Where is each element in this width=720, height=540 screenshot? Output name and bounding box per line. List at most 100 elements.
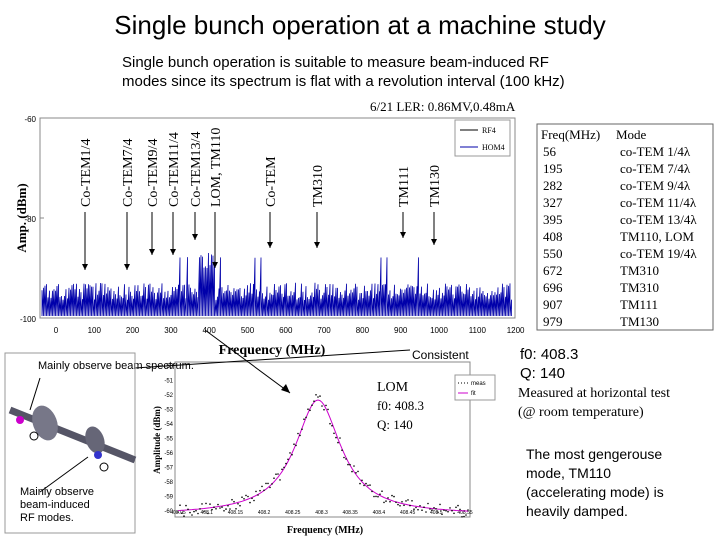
x-tick-label: 200 — [126, 326, 140, 335]
inset-x-tick: 408.15 — [228, 510, 244, 516]
x-tick-label: 1000 — [430, 326, 448, 335]
inset-y-tick: -59 — [164, 495, 173, 501]
table-cell: TM110, LOM — [620, 229, 694, 244]
right-notes: f0: 408.3 Q: 140 Measured at horizontal te… — [518, 346, 670, 519]
table-cell: co-TEM 19/4λ — [620, 246, 697, 261]
y-label: Amp. (dBm) — [14, 183, 29, 252]
inset-note: Q: 140 — [377, 417, 413, 432]
inset-y-tick: -60 — [164, 509, 173, 515]
mode-arrowhead — [170, 249, 176, 255]
right-note: (@ room temperature) — [518, 405, 644, 420]
inset-x-tick: 408.35 — [343, 510, 359, 516]
x-tick-label: 1200 — [507, 326, 525, 335]
mode-arrowhead — [314, 242, 320, 248]
table-cell: co-TEM 7/4λ — [620, 161, 691, 176]
mode-arrowhead — [124, 264, 130, 270]
spectrum-title: 6/21 LER: 0.86MV,0.48mA — [370, 99, 516, 114]
table-cell: TM310 — [620, 263, 659, 278]
left-note: Mainly observe beam spectrum. — [38, 360, 194, 372]
inset-legend-box — [454, 374, 496, 401]
table-cell: TM310 — [620, 280, 659, 295]
mode-label: Co-TEM9/4 — [146, 139, 161, 207]
mode-arrowhead — [212, 262, 218, 268]
mode-arrowhead — [400, 232, 406, 238]
y-tick-label: -80 — [24, 215, 36, 224]
table-header: Mode — [616, 127, 647, 142]
x-label: Frequency (MHz) — [219, 343, 326, 358]
inset-frame — [174, 361, 471, 518]
inset-y-tick: -51 — [164, 379, 173, 385]
inset-y-tick: -58 — [164, 480, 173, 486]
inset-y-tick: -50 — [164, 364, 173, 370]
mode-arrowhead — [149, 249, 155, 255]
subtitle: Single bunch operation is suitable to me… — [122, 54, 549, 71]
bottom-note: mode, TM110 — [526, 465, 611, 481]
inset-x-tick: 408.4 — [373, 510, 386, 516]
x-tick-label: 900 — [394, 326, 408, 335]
table-cell: 327 — [543, 195, 563, 210]
x-tick-label: 300 — [164, 326, 178, 335]
x-tick-label: 700 — [317, 326, 331, 335]
inset-x-tick: 408.45 — [400, 510, 416, 516]
bottom-note: (accelerating mode) is — [526, 484, 664, 500]
table-cell: 408 — [543, 229, 563, 244]
right-note: Measured at horizontal test — [518, 386, 670, 401]
inset-y-tick: -52 — [164, 393, 173, 399]
right-note: f0: 408.3 — [520, 346, 578, 363]
x-tick-label: 1100 — [469, 326, 487, 335]
spectrum-frame — [39, 117, 516, 319]
table-cell: 696 — [543, 280, 563, 295]
mode-arrowhead — [82, 264, 88, 270]
spectrum-trace — [41, 252, 512, 317]
inset-x-tick: 408.3 — [315, 510, 328, 516]
arrow — [204, 329, 291, 394]
x-tick-label: 600 — [279, 326, 293, 335]
table-cell: TM111 — [620, 297, 658, 312]
table-header: Freq(MHz) — [541, 127, 600, 142]
mode-label: Co-TEM7/4 — [121, 139, 136, 207]
device — [8, 377, 137, 493]
x-tick-label: 500 — [241, 326, 255, 335]
device-frame — [4, 352, 136, 534]
table-cell: 282 — [543, 178, 563, 193]
inset-x-tick: 408.1 — [200, 510, 213, 516]
table-cell: 979 — [543, 314, 563, 329]
inset-x-tick: 408.2 — [258, 510, 271, 516]
table-cell: 907 — [543, 297, 563, 312]
inset-note: f0: 408.3 — [377, 398, 424, 413]
inset-x-tick: 408.25 — [285, 510, 301, 516]
inset-x-tick: 408.5 — [430, 510, 443, 516]
legend-label: HOM4 — [482, 143, 505, 152]
inset-y-tick: -54 — [164, 422, 173, 428]
inset-points — [177, 394, 469, 518]
left-note: Mainly observe beam-induced RF modes. — [20, 486, 94, 524]
consistent: Consistent — [412, 348, 469, 362]
mode-arrowhead — [192, 234, 198, 240]
inset-x-tick: 408.05 — [170, 510, 186, 516]
table-cell: 56 — [543, 144, 557, 159]
table-cell: 672 — [543, 263, 563, 278]
mode-label: TM111 — [397, 166, 412, 207]
table-cell: 395 — [543, 212, 563, 227]
bottom-note: The most gengerouse — [526, 446, 662, 462]
inset-legend-label: meas — [471, 381, 486, 387]
table-cell: co-TEM 11/4λ — [620, 195, 697, 210]
x-tick-label: 400 — [203, 326, 217, 335]
inset-note: LOM — [377, 380, 409, 395]
mode-label: Co-TEM11/4 — [167, 132, 182, 207]
table-cell: 195 — [543, 161, 563, 176]
inset-fit — [177, 399, 469, 512]
mode-label: Co-TEM13/4 — [189, 132, 204, 207]
mode-label: TM130 — [428, 165, 443, 207]
inset-y-label: Amplitude (dBm) — [152, 406, 162, 474]
inset-legend-label: fit — [471, 391, 476, 397]
x-tick-label: 800 — [356, 326, 370, 335]
mode-label: LOM, TM110 — [209, 128, 224, 207]
mode-label: Co-TEM1/4 — [79, 139, 94, 207]
arrowhead — [281, 384, 290, 393]
inset-x-tick: 408.55 — [457, 510, 473, 516]
inset-x-label: Frequency (MHz) — [287, 525, 363, 536]
table-frame — [536, 123, 714, 331]
inset-y-tick: -56 — [164, 451, 173, 457]
